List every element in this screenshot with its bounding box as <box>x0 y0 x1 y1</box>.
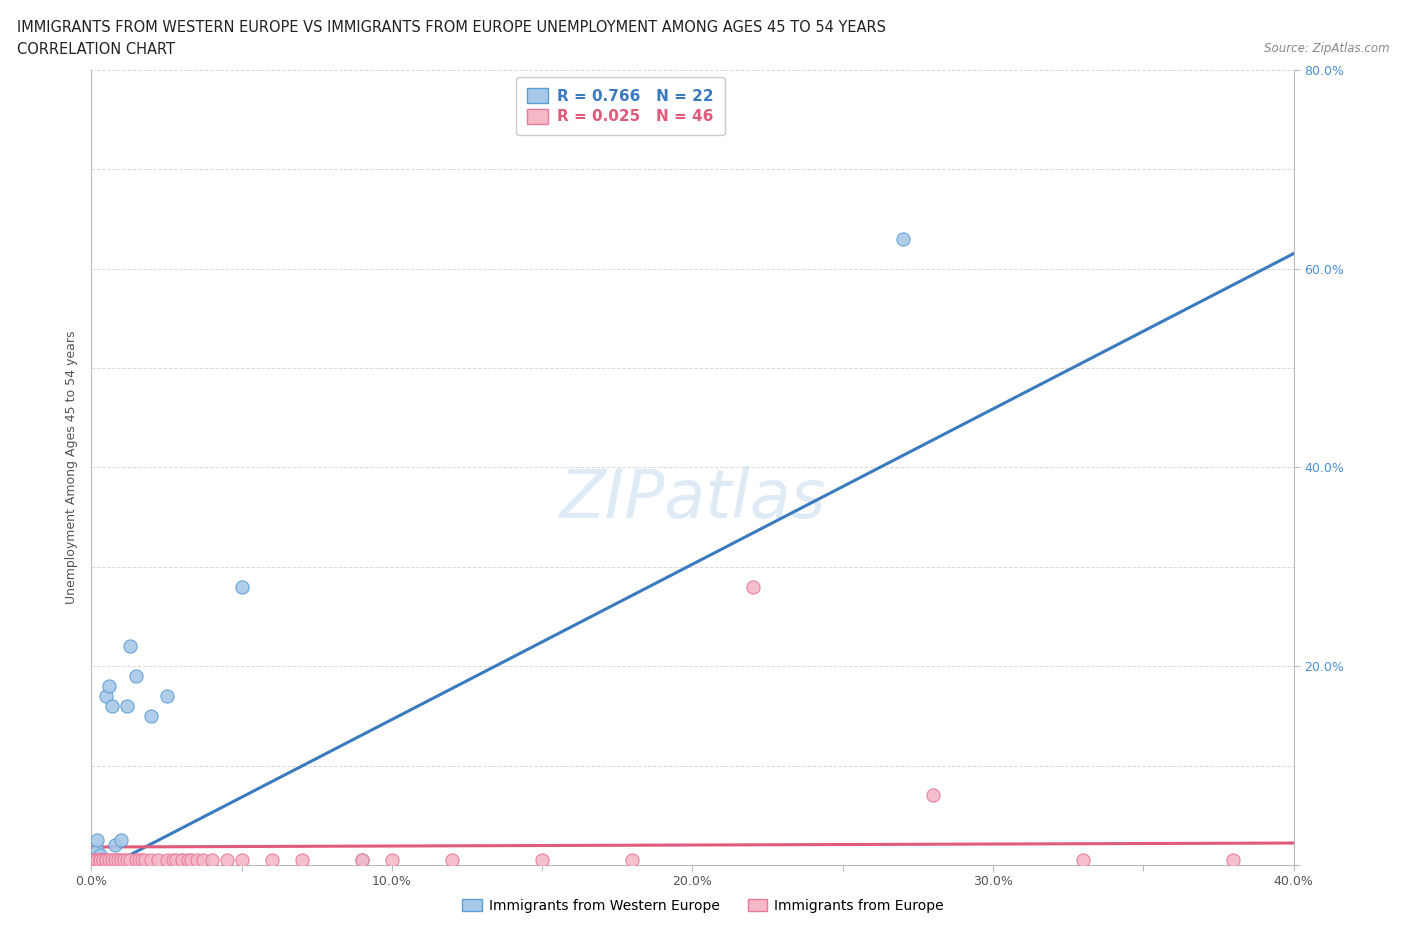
Point <box>83 853 105 868</box>
Point <box>93 853 115 868</box>
Point <box>117 853 139 868</box>
Point <box>114 853 136 868</box>
Point <box>110 832 132 847</box>
Point <box>141 709 163 724</box>
Point <box>107 853 129 868</box>
Legend: R = 0.766   N = 22, R = 0.025   N = 46: R = 0.766 N = 22, R = 0.025 N = 46 <box>516 77 724 135</box>
Text: CORRELATION CHART: CORRELATION CHART <box>17 42 174 57</box>
Point <box>1222 853 1244 868</box>
Point <box>98 853 121 868</box>
Point <box>891 232 914 246</box>
Point <box>104 853 127 868</box>
Point <box>83 853 105 868</box>
Point <box>86 853 108 868</box>
Point <box>191 853 214 868</box>
Point <box>180 853 202 868</box>
Point <box>93 853 115 868</box>
Point <box>89 853 111 868</box>
Point <box>260 853 283 868</box>
Point <box>83 853 105 868</box>
Point <box>131 853 153 868</box>
Point <box>86 843 108 857</box>
Point <box>741 579 763 594</box>
Point <box>101 853 124 868</box>
Point <box>170 853 193 868</box>
Point <box>96 853 118 868</box>
Text: Source: ZipAtlas.com: Source: ZipAtlas.com <box>1264 42 1389 55</box>
Point <box>141 853 163 868</box>
Point <box>231 853 253 868</box>
Point <box>381 853 404 868</box>
Point <box>125 853 148 868</box>
Point <box>291 853 314 868</box>
Point <box>104 838 127 853</box>
Y-axis label: Unemployment Among Ages 45 to 54 years: Unemployment Among Ages 45 to 54 years <box>65 330 79 604</box>
Point <box>215 853 238 868</box>
Point <box>165 853 187 868</box>
Point <box>110 853 132 868</box>
Point <box>86 832 108 847</box>
Point <box>93 853 115 868</box>
Point <box>201 853 224 868</box>
Point <box>120 853 142 868</box>
Point <box>621 853 644 868</box>
Point <box>162 853 184 868</box>
Point <box>89 853 111 868</box>
Point <box>93 853 115 868</box>
Point <box>96 853 118 868</box>
Point <box>120 639 142 654</box>
Point <box>86 853 108 868</box>
Point <box>155 688 177 703</box>
Point <box>350 853 373 868</box>
Point <box>134 853 156 868</box>
Point <box>531 853 554 868</box>
Legend: Immigrants from Western Europe, Immigrants from Europe: Immigrants from Western Europe, Immigran… <box>457 894 949 919</box>
Point <box>125 669 148 684</box>
Point <box>176 853 198 868</box>
Point <box>350 853 373 868</box>
Point <box>922 788 945 803</box>
Point <box>1071 853 1094 868</box>
Point <box>146 853 169 868</box>
Point <box>117 698 139 713</box>
Point <box>155 853 177 868</box>
Point <box>89 847 111 862</box>
Point <box>89 853 111 868</box>
Text: IMMIGRANTS FROM WESTERN EUROPE VS IMMIGRANTS FROM EUROPE UNEMPLOYMENT AMONG AGES: IMMIGRANTS FROM WESTERN EUROPE VS IMMIGR… <box>17 20 886 35</box>
Text: ZIPatlas: ZIPatlas <box>560 466 825 532</box>
Point <box>231 579 253 594</box>
Point <box>101 698 124 713</box>
Point <box>440 853 463 868</box>
Point <box>186 853 208 868</box>
Point <box>170 853 193 868</box>
Point <box>96 688 118 703</box>
Point <box>107 853 129 868</box>
Point <box>128 853 150 868</box>
Point <box>98 679 121 694</box>
